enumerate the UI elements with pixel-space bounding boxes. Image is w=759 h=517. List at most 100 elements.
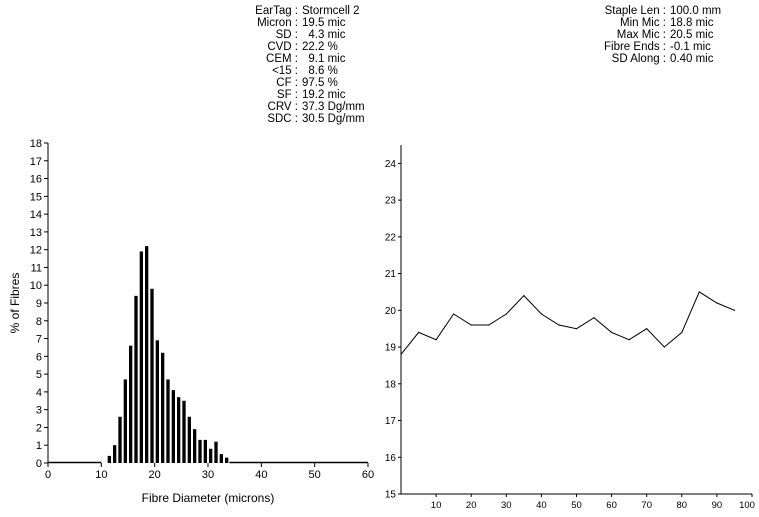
hist-bar (123, 379, 127, 463)
stat-label: CEM : (266, 53, 298, 65)
hist-bar (225, 457, 229, 463)
hist-bar (155, 340, 159, 463)
hist-y-tick-label: 15 (30, 191, 42, 203)
profile-point (733, 309, 736, 311)
line-y-tick-label: 24 (385, 159, 397, 170)
hist-bar (209, 448, 213, 463)
hist-y-axis-title: % of Fibres (8, 273, 22, 334)
hist-y-tick-label: 2 (36, 422, 42, 434)
hist-bar (145, 246, 149, 463)
hist-x-tick-label: 40 (255, 469, 267, 481)
hist-bar (107, 455, 111, 463)
hist-y-tick-label: 17 (30, 156, 42, 168)
profile-point (575, 328, 578, 330)
stat-row: EarTag : Stormcell 2 (180, 5, 365, 17)
hist-bar (139, 251, 143, 463)
stat-value: 0.40 mic (670, 53, 714, 65)
stat-label: Min Mic : (620, 17, 666, 29)
stat-label: CF : (276, 77, 298, 89)
stat-value: 97.5 % (302, 77, 338, 89)
line-y-tick-label: 21 (385, 269, 397, 280)
hist-bar (182, 400, 186, 463)
profile-point (628, 339, 630, 341)
line-x-tick-label: 30 (501, 500, 512, 511)
hist-bar (129, 345, 133, 463)
line-y-tick-label: 22 (385, 232, 397, 243)
hist-y-tick-label: 0 (36, 458, 42, 470)
hist-y-tick-label: 12 (30, 245, 42, 257)
stat-row: CRV : 37.3 Dg/mm (180, 101, 365, 113)
profile-point (716, 302, 718, 304)
stat-label: SD Along : (611, 53, 666, 65)
hist-bar (134, 295, 138, 463)
hist-bar (177, 397, 181, 463)
hist-bar (203, 439, 207, 463)
line-x-tick-label: 80 (677, 500, 688, 511)
profile-point (435, 339, 437, 341)
hist-bar (171, 390, 175, 463)
stat-row: CVD : 22.2 % (180, 41, 365, 53)
hist-x-tick-label: 10 (95, 469, 107, 481)
stat-row: Max Mic : 20.5 mic (560, 29, 721, 41)
line-x-tick-label: 70 (641, 500, 652, 511)
stat-label: Staple Len : (604, 5, 666, 17)
stat-value: 20.5 mic (670, 29, 714, 41)
stat-label: SD : (275, 29, 298, 41)
line-x-tick-label: 90 (712, 500, 723, 511)
stat-value: 30.5 Dg/mm (302, 113, 365, 125)
hist-bar (113, 445, 117, 463)
stat-label: <15 : (272, 65, 298, 77)
diameter-profile-line (400, 291, 735, 355)
profile-point (453, 313, 455, 315)
stat-label: Micron : (257, 17, 298, 29)
stat-label: EarTag : (255, 5, 298, 17)
stat-value: 100.0 mm (670, 5, 722, 17)
hist-x-axis-title: Fibre Diameter (microns) (142, 491, 275, 505)
stat-row: Micron : 19.5 mic (180, 17, 365, 29)
line-x-tick-label: 10 (431, 500, 442, 511)
hist-y-tick-label: 18 (30, 138, 42, 150)
hist-y-tick-label: 6 (36, 351, 42, 363)
stat-row: <15 : 8.6 % (180, 65, 365, 77)
hist-y-tick-label: 10 (30, 280, 42, 292)
profile-point (611, 331, 613, 333)
hist-x-tick-label: 30 (202, 469, 214, 481)
hist-y-tick-label: 8 (36, 316, 42, 328)
stat-value: 37.3 Dg/mm (302, 101, 365, 113)
hist-bar (161, 352, 165, 463)
stat-value: 8.6 % (302, 65, 338, 77)
hist-bar (166, 379, 170, 463)
hist-y-tick-label: 9 (36, 298, 42, 310)
stat-value: -0.1 mic (670, 41, 711, 53)
hist-bar (193, 429, 197, 463)
stat-label: CRV : (267, 101, 298, 113)
line-y-tick-label: 16 (385, 453, 397, 464)
stat-value: 18.8 mic (670, 17, 714, 29)
stat-row: Min Mic : 18.8 mic (560, 17, 721, 29)
hist-y-tick-label: 1 (36, 440, 42, 452)
stat-row: SD Along : 0.40 mic (560, 53, 721, 65)
profile-point (540, 313, 543, 315)
line-y-tick-label: 20 (385, 306, 397, 317)
profile-point (558, 324, 560, 326)
hist-y-tick-label: 16 (30, 174, 42, 186)
stat-row: Fibre Ends : -0.1 mic (560, 41, 721, 53)
hist-y-tick-label: 7 (36, 334, 42, 346)
line-y-tick-label: 17 (385, 416, 397, 427)
hist-x-tick-label: 50 (309, 469, 321, 481)
profile-point (646, 328, 648, 330)
line-y-tick-label: 19 (385, 343, 397, 354)
hist-bar (118, 416, 122, 463)
stat-row: CF : 97.5 % (180, 77, 365, 89)
stat-row: Staple Len : 100.0 mm (560, 5, 722, 17)
hist-y-tick-label: 11 (31, 262, 42, 274)
line-x-tick-label: 60 (606, 500, 617, 511)
line-y-tick-label: 15 (385, 490, 397, 501)
stat-label: Fibre Ends : (604, 41, 666, 53)
profile-point (488, 324, 490, 326)
line-x-tick-label: 40 (536, 500, 547, 511)
profile-point (470, 324, 472, 326)
hist-bar (219, 454, 223, 463)
hist-bar (198, 439, 202, 463)
